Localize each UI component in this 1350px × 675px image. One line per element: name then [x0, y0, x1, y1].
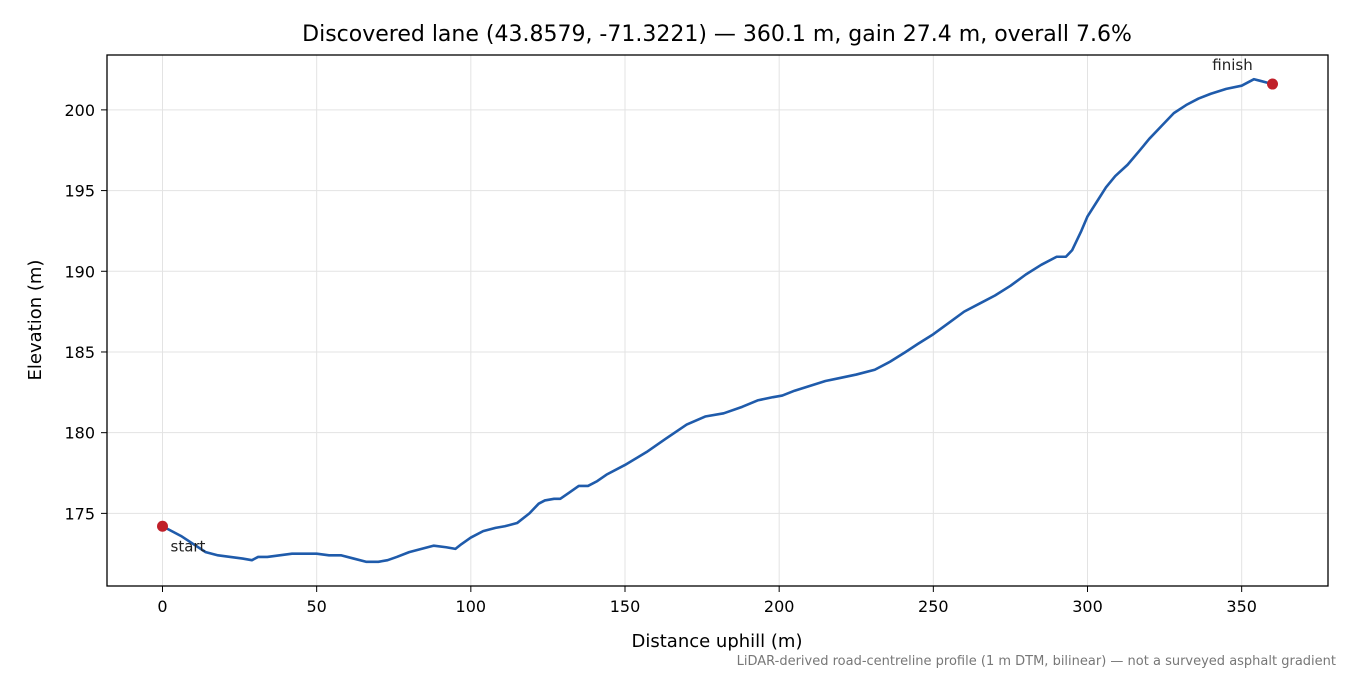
y-tick-label: 200 — [64, 101, 95, 120]
start-marker — [157, 520, 168, 532]
data-source-footnote: LiDAR-derived road-centreline profile (1… — [737, 654, 1336, 669]
y-tick-label: 185 — [64, 343, 95, 362]
x-tick-label: 200 — [764, 597, 795, 616]
endpoint-markers: start finish — [157, 56, 1278, 555]
x-tick-label: 350 — [1226, 597, 1257, 616]
x-tick-label: 250 — [918, 597, 949, 616]
y-tick-label: 180 — [64, 424, 95, 443]
x-tick-label: 300 — [1072, 597, 1103, 616]
finish-marker — [1267, 78, 1278, 90]
y-tick-label: 175 — [64, 504, 95, 523]
grid-lines — [107, 55, 1328, 586]
axis-ticks: 0 50 100 150 200 250 300 350 175 180 185 190 195 200 — [64, 101, 1256, 616]
elevation-series-line — [161, 77, 1274, 564]
y-tick-label: 195 — [64, 182, 95, 201]
plot-area-frame — [106, 54, 1329, 587]
x-tick-label: 100 — [456, 597, 487, 616]
start-label: start — [171, 537, 206, 555]
chart-title: Discovered lane (43.8579, -71.3221) — 36… — [302, 22, 1132, 47]
y-tick-label: 190 — [64, 262, 95, 281]
y-axis-label: Elevation (m) — [25, 260, 46, 381]
x-tick-label: 0 — [157, 597, 167, 616]
x-axis-label: Distance uphill (m) — [632, 631, 803, 652]
x-tick-label: 50 — [306, 597, 326, 616]
x-tick-label: 150 — [610, 597, 641, 616]
finish-label: finish — [1212, 56, 1252, 74]
